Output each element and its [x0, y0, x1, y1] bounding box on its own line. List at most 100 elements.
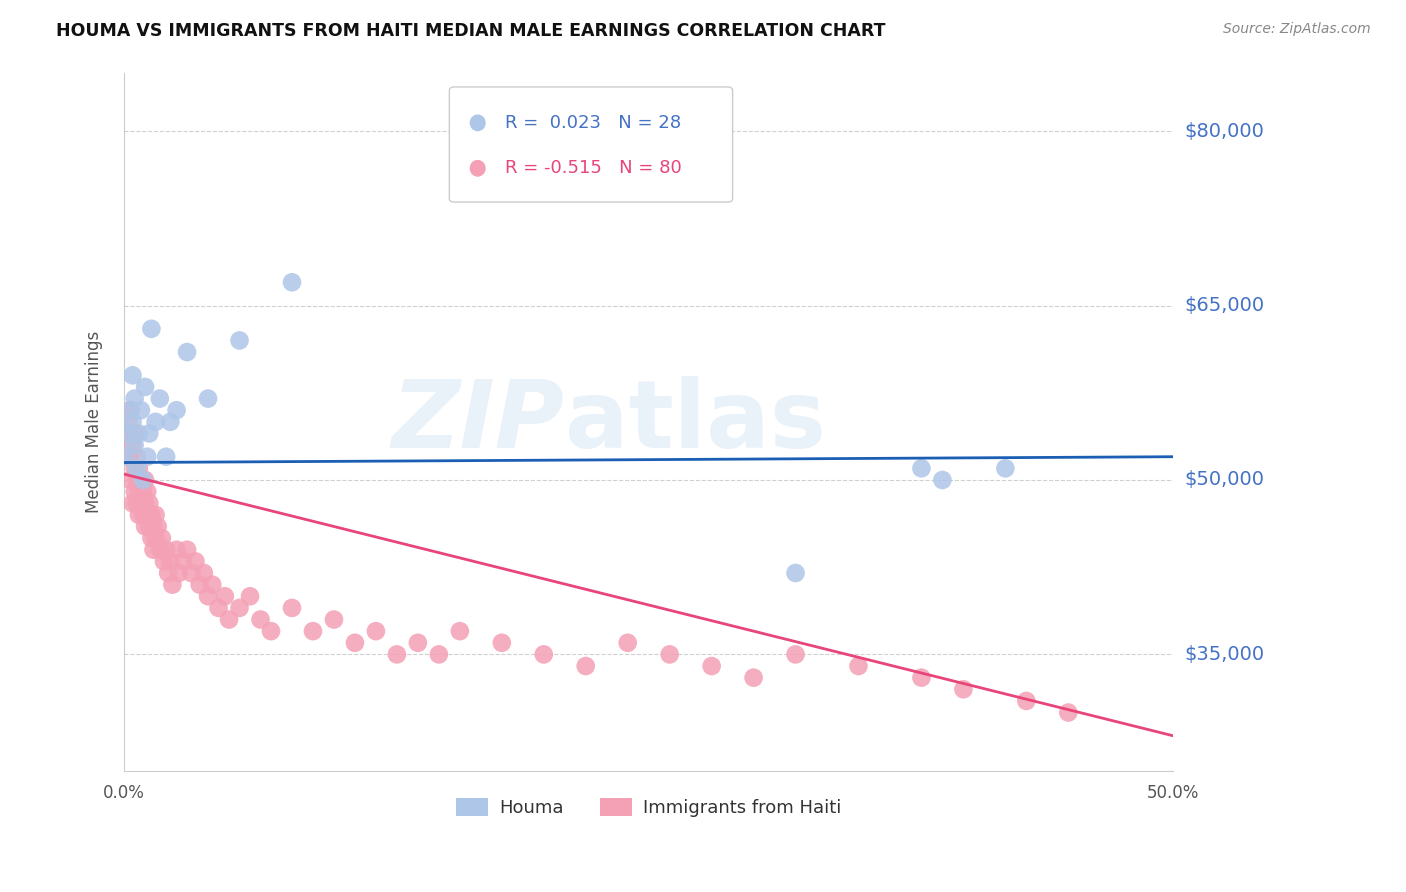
Text: $35,000: $35,000 [1184, 645, 1264, 664]
Point [121, 496, 143, 510]
Point [910, 461, 932, 475]
Point [214, 589, 236, 603]
Point [700, 659, 723, 673]
Point [149, 542, 172, 557]
Text: atlas: atlas [565, 376, 825, 467]
Text: R =  0.023   N = 28: R = 0.023 N = 28 [505, 114, 681, 132]
Y-axis label: Median Male Earnings: Median Male Earnings [86, 331, 103, 513]
Point [910, 671, 932, 685]
Point [128, 426, 150, 441]
Point [197, 392, 219, 406]
Point [132, 508, 155, 522]
Point [145, 508, 167, 522]
Point [117, 450, 139, 464]
Point [364, 624, 387, 639]
Text: $80,000: $80,000 [1184, 121, 1264, 141]
Point [533, 648, 555, 662]
Point [145, 415, 167, 429]
Point [142, 519, 165, 533]
Point [124, 461, 146, 475]
FancyBboxPatch shape [450, 87, 733, 202]
Point [616, 636, 638, 650]
Point [302, 624, 325, 639]
Point [1057, 706, 1080, 720]
Point [124, 426, 146, 441]
Point [125, 473, 148, 487]
Point [115, 426, 138, 441]
Point [575, 659, 598, 673]
Point [125, 450, 148, 464]
Text: $65,000: $65,000 [1184, 296, 1264, 315]
Point [157, 566, 180, 580]
Point [146, 519, 169, 533]
Text: R = -0.515   N = 80: R = -0.515 N = 80 [505, 160, 682, 178]
Text: HOUMA VS IMMIGRANTS FROM HAITI MEDIAN MALE EARNINGS CORRELATION CHART: HOUMA VS IMMIGRANTS FROM HAITI MEDIAN MA… [56, 22, 886, 40]
Point [155, 450, 177, 464]
Point [134, 519, 156, 533]
Point [239, 589, 262, 603]
Text: Source: ZipAtlas.com: Source: ZipAtlas.com [1223, 22, 1371, 37]
Point [406, 636, 429, 650]
Point [162, 577, 184, 591]
Point [176, 345, 198, 359]
Point [176, 542, 198, 557]
Point [128, 508, 150, 522]
Point [124, 438, 146, 452]
Point [121, 368, 143, 383]
Point [385, 648, 408, 662]
Point [491, 636, 513, 650]
Point [281, 600, 304, 615]
Point [952, 682, 974, 697]
Text: $50,000: $50,000 [1184, 470, 1264, 490]
Ellipse shape [471, 161, 485, 176]
Point [134, 380, 156, 394]
Point [249, 613, 271, 627]
Point [136, 508, 159, 522]
Point [142, 542, 165, 557]
Legend: Houma, Immigrants from Haiti: Houma, Immigrants from Haiti [449, 791, 849, 824]
Point [124, 392, 146, 406]
Point [138, 496, 160, 510]
Point [145, 531, 167, 545]
Point [658, 648, 681, 662]
Point [159, 415, 181, 429]
Ellipse shape [471, 115, 485, 130]
Point [848, 659, 870, 673]
Point [153, 554, 176, 568]
Point [134, 496, 156, 510]
Point [166, 403, 188, 417]
Point [343, 636, 366, 650]
Point [207, 600, 229, 615]
Point [124, 484, 146, 499]
Point [785, 566, 807, 580]
Point [120, 473, 142, 487]
Point [218, 613, 240, 627]
Point [141, 508, 163, 522]
Point [193, 566, 215, 580]
Point [132, 484, 155, 499]
Point [120, 403, 142, 417]
Point [121, 415, 143, 429]
Point [167, 566, 190, 580]
Point [117, 415, 139, 429]
Point [134, 473, 156, 487]
Point [184, 554, 207, 568]
Point [159, 554, 181, 568]
Point [138, 426, 160, 441]
Point [180, 566, 202, 580]
Point [449, 624, 471, 639]
Point [125, 461, 148, 475]
Point [121, 438, 143, 452]
Point [228, 600, 250, 615]
Point [1015, 694, 1038, 708]
Point [149, 392, 172, 406]
Point [197, 589, 219, 603]
Point [228, 334, 250, 348]
Point [260, 624, 283, 639]
Point [138, 519, 160, 533]
Point [188, 577, 211, 591]
Point [931, 473, 953, 487]
Point [117, 426, 139, 441]
Point [115, 450, 138, 464]
Point [201, 577, 224, 591]
